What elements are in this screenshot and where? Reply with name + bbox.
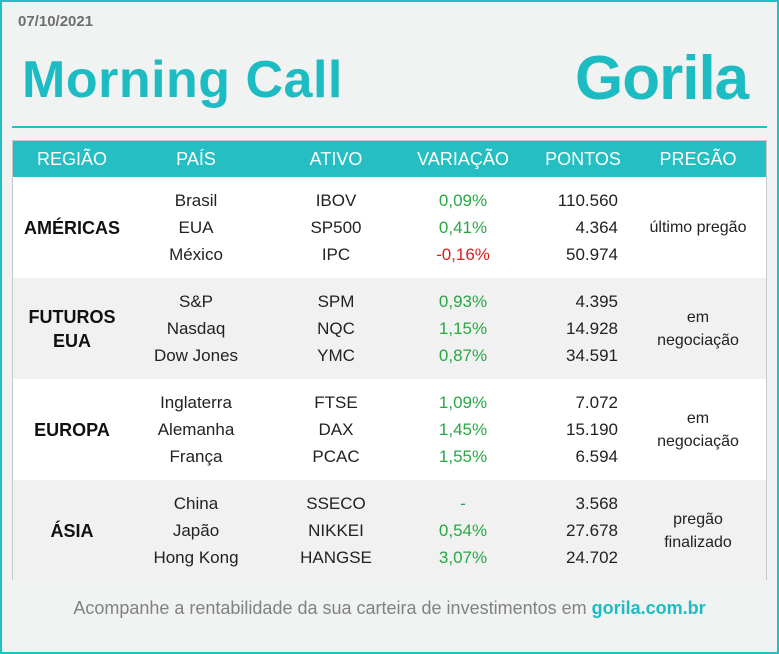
country-cell: Alemanha xyxy=(157,420,235,439)
region-label: ÁSIA xyxy=(50,520,94,541)
points-cell: 50.974 xyxy=(566,245,618,264)
points-cell: 24.702 xyxy=(566,548,618,567)
points-cell: 27.678 xyxy=(566,521,618,540)
country-cell: Inglaterra xyxy=(160,393,232,412)
region-group-futuros-eua: FUTUROS EUA S&P SPM 0,93% 4.395 Nasdaq N… xyxy=(13,278,766,379)
change-cell: 0,41% xyxy=(438,218,488,237)
change-cell: 1,09% xyxy=(438,393,488,412)
change-cell: 3,07% xyxy=(438,548,488,567)
col-header-change: VARIAÇÃO xyxy=(417,149,509,169)
asset-cell: NQC xyxy=(317,319,355,338)
report-date: 07/10/2021 xyxy=(18,13,94,30)
change-cell: 1,45% xyxy=(438,420,488,439)
footer-text: Acompanhe a rentabilidade da sua carteir… xyxy=(73,598,587,618)
session-status: em negociação xyxy=(657,308,739,349)
country-cell: Brasil xyxy=(174,191,218,210)
country-cell: Nasdaq xyxy=(166,319,226,338)
footer: Acompanhe a rentabilidade da sua carteir… xyxy=(0,598,779,619)
region-group-asia: ÁSIA China SSECO - 3.568 Japão NIKKEI 0,… xyxy=(13,480,766,581)
col-header-session: PREGÃO xyxy=(659,149,737,169)
col-header-points: PONTOS xyxy=(545,149,621,169)
country-cell: Dow Jones xyxy=(153,346,239,365)
change-cell: -0,16% xyxy=(436,245,490,264)
asset-cell: HANGSE xyxy=(300,548,372,567)
website-link[interactable]: gorila.com.br xyxy=(591,598,706,618)
asset-cell: DAX xyxy=(318,420,354,439)
region-label: EUROPA xyxy=(34,419,110,440)
table-header: REGIÃO PAÍS ATIVO VARIAÇÃO PONTOS PREGÃO xyxy=(13,141,766,177)
change-cell: 1,55% xyxy=(438,447,488,466)
asset-cell: PCAC xyxy=(312,447,360,466)
points-cell: 4.364 xyxy=(575,218,618,237)
header-divider xyxy=(12,126,767,128)
asset-cell: FTSE xyxy=(314,393,358,412)
region-label: AMÉRICAS xyxy=(23,217,120,238)
region-label: FUTUROS EUA xyxy=(28,306,116,351)
change-cell: 0,09% xyxy=(438,191,488,210)
country-cell: França xyxy=(169,447,223,466)
country-cell: China xyxy=(173,494,219,513)
points-cell: 15.190 xyxy=(566,420,618,439)
region-group-europa: EUROPA Inglaterra FTSE 1,09% 7.072 Alema… xyxy=(13,379,766,480)
col-header-country: PAÍS xyxy=(176,149,216,169)
asset-cell: YMC xyxy=(317,346,355,365)
change-cell: 0,54% xyxy=(438,521,488,540)
asset-cell: NIKKEI xyxy=(308,521,364,540)
points-cell: 34.591 xyxy=(566,346,618,365)
page-title: Morning Call xyxy=(22,51,343,109)
asset-cell: IPC xyxy=(321,245,351,264)
session-status: pregão finalizado xyxy=(664,510,732,551)
points-cell: 6.594 xyxy=(575,447,618,466)
change-cell: 0,93% xyxy=(438,292,488,311)
country-cell: Japão xyxy=(172,521,220,540)
change-cell: 0,87% xyxy=(438,346,488,365)
col-header-asset: ATIVO xyxy=(309,149,363,169)
country-cell: México xyxy=(169,245,223,264)
country-cell: EUA xyxy=(178,218,214,237)
market-table: REGIÃO PAÍS ATIVO VARIAÇÃO PONTOS PREGÃO… xyxy=(12,140,767,581)
asset-cell: SP500 xyxy=(310,218,362,237)
asset-cell: IBOV xyxy=(315,191,357,210)
country-cell: Hong Kong xyxy=(153,548,239,567)
points-cell: 110.560 xyxy=(557,191,618,210)
country-cell: S&P xyxy=(178,292,214,311)
points-cell: 7.072 xyxy=(575,393,618,412)
points-cell: 4.395 xyxy=(575,292,618,311)
points-cell: 14.928 xyxy=(566,319,618,338)
asset-cell: SSECO xyxy=(306,494,366,513)
session-status: em negociação xyxy=(657,409,739,450)
change-cell: - xyxy=(460,494,466,513)
col-header-region: REGIÃO xyxy=(36,149,107,169)
change-cell: 1,15% xyxy=(438,319,488,338)
session-status: último pregão xyxy=(649,219,747,236)
asset-cell: SPM xyxy=(317,292,355,311)
points-cell: 3.568 xyxy=(575,494,618,513)
region-group-americas: AMÉRICAS Brasil IBOV 0,09% 110.560 EUA S… xyxy=(13,177,766,278)
gorila-logo: Gorila xyxy=(575,44,749,113)
